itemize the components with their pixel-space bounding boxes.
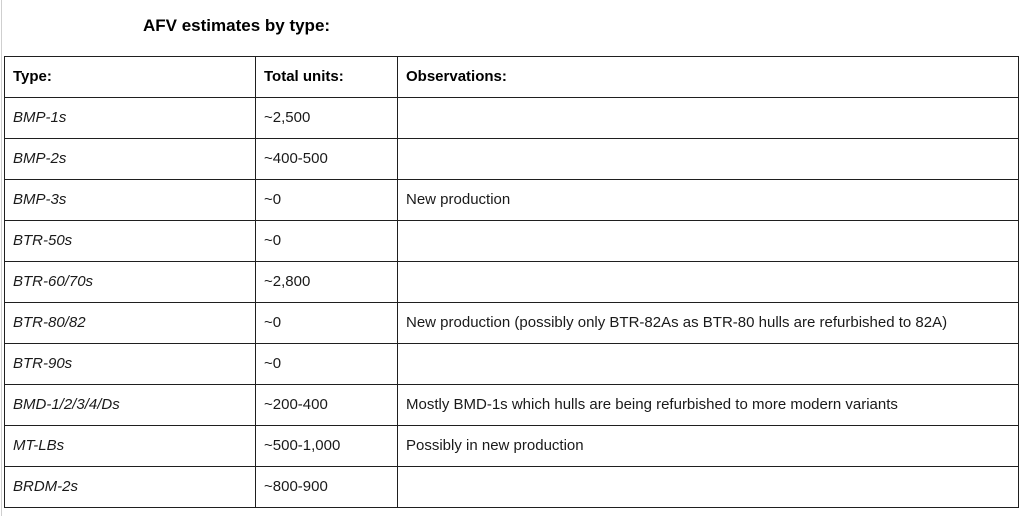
type-cell: BTR-90s <box>4 343 256 385</box>
type-cell: BRDM-2s <box>4 466 256 508</box>
units-cell: ~0 <box>255 179 398 221</box>
units-cell: ~2,800 <box>255 261 398 303</box>
table-row: BMP-3s ~0 New production <box>4 179 1019 221</box>
header-total-units: Total units: <box>255 56 398 98</box>
observations-cell: New production (possibly only BTR-82As a… <box>397 302 1019 344</box>
table-row: BTR-60/70s ~2,800 <box>4 261 1019 303</box>
type-cell: MT-LBs <box>4 425 256 467</box>
afv-estimates-table: Type: Total units: Observations: BMP-1s … <box>4 56 1019 508</box>
observations-cell <box>397 138 1019 180</box>
header-row: Type: Total units: Observations: <box>4 56 1019 98</box>
units-cell: ~2,500 <box>255 97 398 139</box>
type-cell: BMP-3s <box>4 179 256 221</box>
table-row: BMD-1/2/3/4/Ds ~200-400 Mostly BMD-1s wh… <box>4 384 1019 426</box>
table-row: MT-LBs ~500-1,000 Possibly in new produc… <box>4 425 1019 467</box>
type-cell: BMP-2s <box>4 138 256 180</box>
table-row: BTR-80/82 ~0 New production (possibly on… <box>4 302 1019 344</box>
page-gridline-left <box>1 0 2 516</box>
units-cell: ~0 <box>255 343 398 385</box>
table-row: BTR-50s ~0 <box>4 220 1019 262</box>
document-title: AFV estimates by type: <box>143 16 331 35</box>
header-type: Type: <box>4 56 256 98</box>
observations-cell <box>397 343 1019 385</box>
type-cell: BTR-50s <box>4 220 256 262</box>
table-row: BTR-90s ~0 <box>4 343 1019 385</box>
observations-cell <box>397 220 1019 262</box>
observations-cell <box>397 261 1019 303</box>
observations-cell <box>397 97 1019 139</box>
observations-cell: Possibly in new production <box>397 425 1019 467</box>
observations-cell: Mostly BMD-1s which hulls are being refu… <box>397 384 1019 426</box>
units-cell: ~200-400 <box>255 384 398 426</box>
units-cell: ~500-1,000 <box>255 425 398 467</box>
observations-cell <box>397 466 1019 508</box>
units-cell: ~0 <box>255 302 398 344</box>
observations-cell: New production <box>397 179 1019 221</box>
type-cell: BMP-1s <box>4 97 256 139</box>
type-cell: BTR-60/70s <box>4 261 256 303</box>
units-cell: ~800-900 <box>255 466 398 508</box>
table-row: BMP-1s ~2,500 <box>4 97 1019 139</box>
table-row: BMP-2s ~400-500 <box>4 138 1019 180</box>
units-cell: ~400-500 <box>255 138 398 180</box>
header-observations: Observations: <box>397 56 1019 98</box>
table-row: BRDM-2s ~800-900 <box>4 466 1019 508</box>
type-cell: BMD-1/2/3/4/Ds <box>4 384 256 426</box>
units-cell: ~0 <box>255 220 398 262</box>
type-cell: BTR-80/82 <box>4 302 256 344</box>
